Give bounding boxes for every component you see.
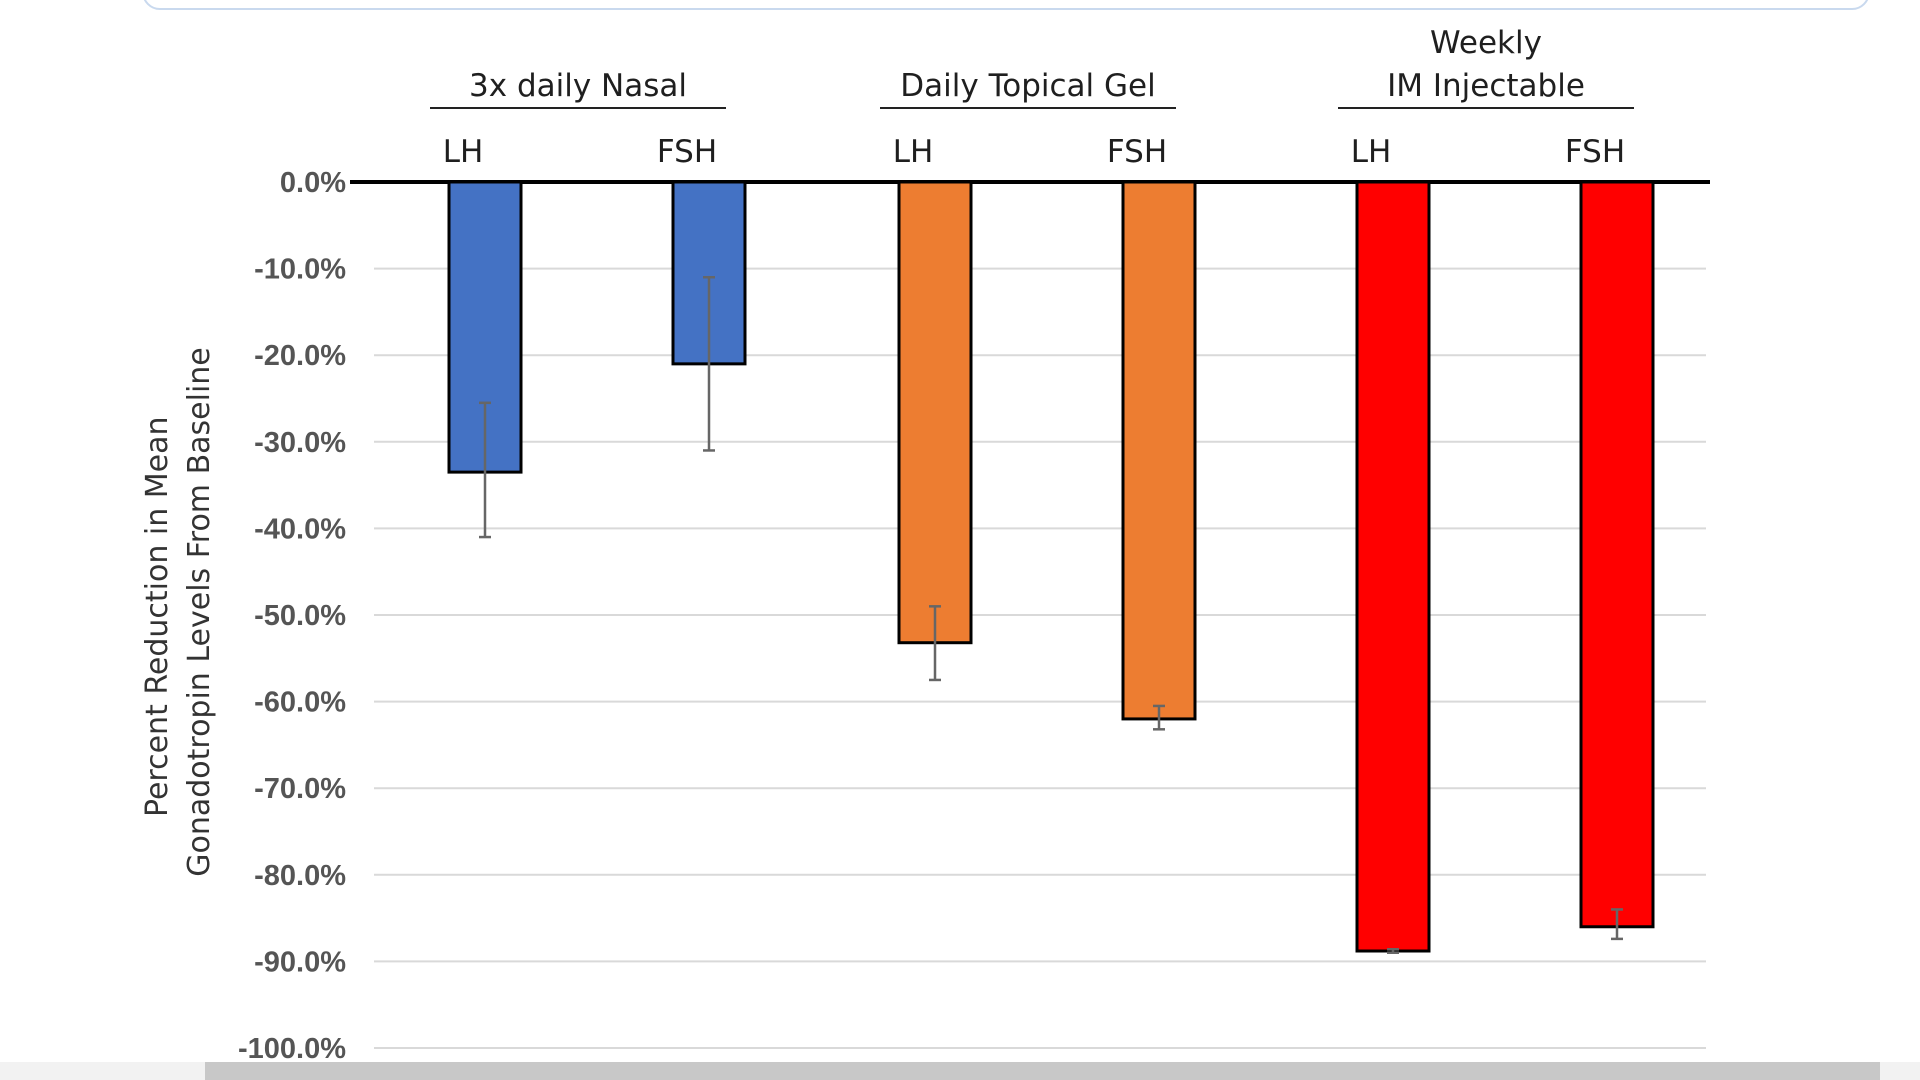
group-label: 3x daily Nasal	[469, 68, 687, 104]
y-tick-label: -100.0%	[238, 1033, 346, 1065]
category-labels: LH FSH LH FSH LH FSH	[443, 134, 1625, 170]
bar	[1579, 180, 1655, 929]
error-bars	[479, 276, 1623, 954]
category-label: FSH	[657, 134, 717, 170]
bar	[1355, 180, 1431, 953]
y-tick-label: -10.0%	[254, 254, 346, 286]
scrollbar-thumb[interactable]	[205, 1062, 1880, 1080]
category-label: LH	[1351, 134, 1392, 170]
y-tick-label: -50.0%	[254, 600, 346, 632]
group-label: Daily Topical Gel	[900, 68, 1155, 104]
category-label: FSH	[1107, 134, 1167, 170]
y-tick-label: -70.0%	[254, 773, 346, 805]
y-tick-label: 0.0%	[280, 167, 346, 199]
horizontal-scrollbar[interactable]	[0, 1062, 1920, 1080]
y-axis-ticks: 0.0% -10.0% -20.0% -30.0% -40.0% -50.0% -60.0%…	[238, 167, 346, 1065]
y-axis-title-line-2: Gonadotropin Levels From Baseline	[182, 347, 217, 877]
group-label: IM Injectable	[1387, 68, 1585, 104]
category-label: FSH	[1565, 134, 1625, 170]
y-tick-label: -80.0%	[254, 860, 346, 892]
bar	[897, 180, 973, 645]
y-axis-title: Percent Reduction in Mean Gonadotropin L…	[140, 347, 217, 877]
category-label: LH	[443, 134, 484, 170]
bars	[447, 180, 1655, 953]
y-tick-label: -30.0%	[254, 427, 346, 459]
category-label: LH	[893, 134, 934, 170]
group-label: Weekly	[1430, 25, 1542, 61]
y-tick-label: -90.0%	[254, 946, 346, 978]
y-axis-title-line-1: Percent Reduction in Mean	[140, 417, 175, 818]
bar	[1121, 180, 1197, 721]
y-tick-label: -60.0%	[254, 687, 346, 719]
group-labels: 3x daily Nasal Daily Topical Gel Weekly IM …	[430, 25, 1634, 109]
y-tick-label: -20.0%	[254, 340, 346, 372]
y-tick-label: -40.0%	[254, 513, 346, 545]
grid-lines	[350, 180, 1710, 1049]
